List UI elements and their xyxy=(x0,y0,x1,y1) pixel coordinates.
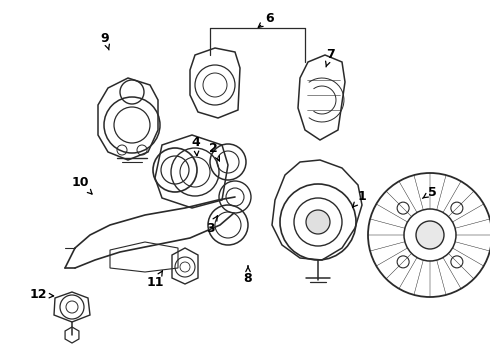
Text: 11: 11 xyxy=(146,271,164,289)
Text: 7: 7 xyxy=(326,49,334,67)
Text: 1: 1 xyxy=(353,190,367,207)
Circle shape xyxy=(416,221,444,249)
Text: 12: 12 xyxy=(29,288,53,302)
Text: 8: 8 xyxy=(244,266,252,284)
Text: 4: 4 xyxy=(192,136,200,156)
Text: 10: 10 xyxy=(71,175,92,194)
Text: 2: 2 xyxy=(209,141,220,161)
Text: 5: 5 xyxy=(422,185,437,198)
Text: 6: 6 xyxy=(258,12,274,27)
Text: 3: 3 xyxy=(206,216,218,234)
Text: 9: 9 xyxy=(100,31,109,50)
Circle shape xyxy=(306,210,330,234)
